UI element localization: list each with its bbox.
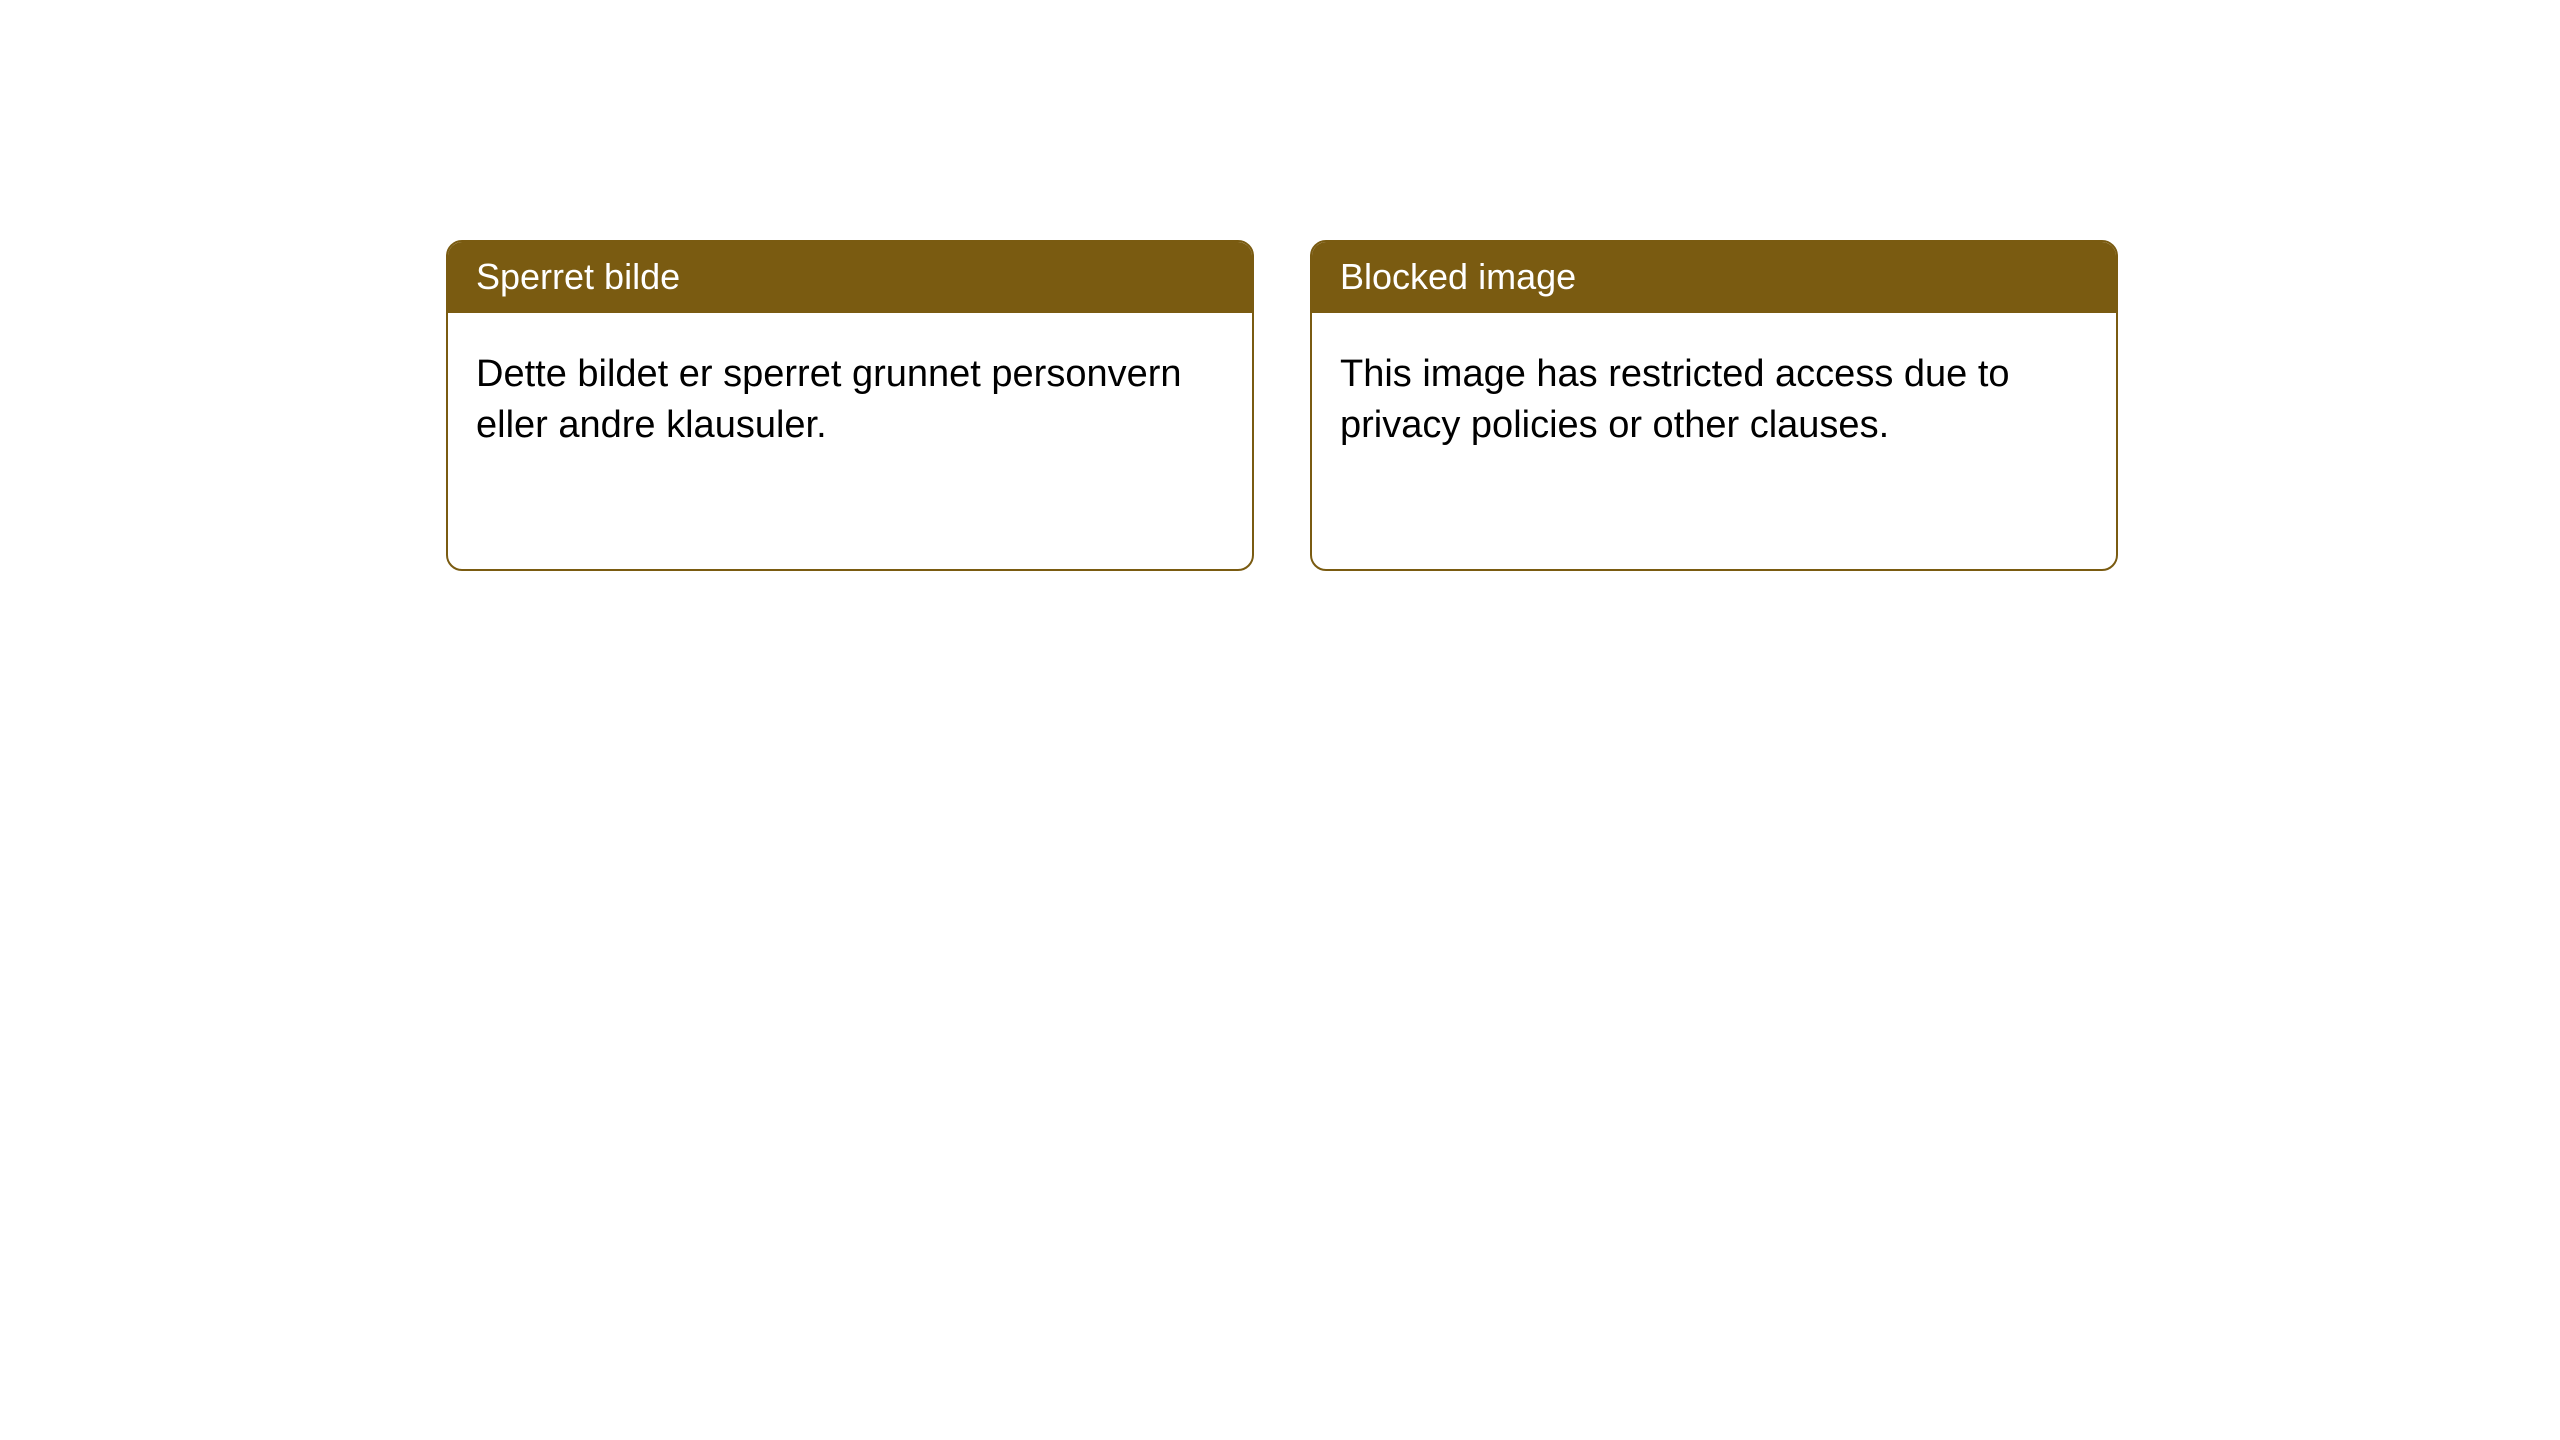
- notice-container: Sperret bilde Dette bildet er sperret gr…: [446, 240, 2118, 571]
- notice-title-english: Blocked image: [1312, 242, 2116, 313]
- notice-title-norwegian: Sperret bilde: [448, 242, 1252, 313]
- notice-card-norwegian: Sperret bilde Dette bildet er sperret gr…: [446, 240, 1254, 571]
- notice-body-norwegian: Dette bildet er sperret grunnet personve…: [448, 313, 1252, 569]
- notice-card-english: Blocked image This image has restricted …: [1310, 240, 2118, 571]
- notice-body-english: This image has restricted access due to …: [1312, 313, 2116, 569]
